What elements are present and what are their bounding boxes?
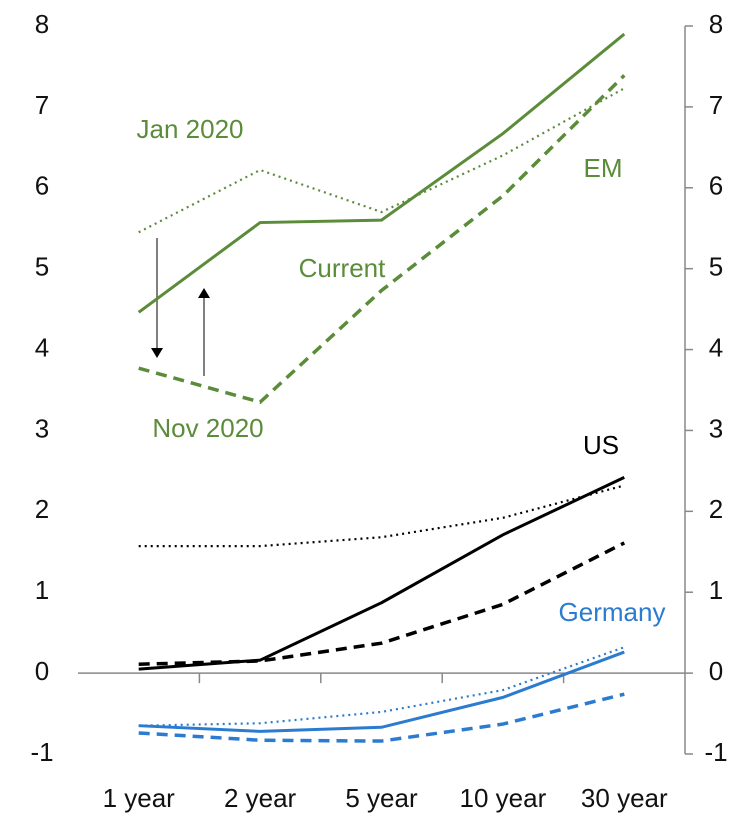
group-label: Germany	[559, 597, 666, 627]
line-solid	[138, 650, 625, 733]
line-dashed	[138, 74, 626, 405]
y2-tick-label: 4	[709, 332, 723, 362]
y2-tick-label: 2	[709, 494, 723, 524]
y2-tick-label: 5	[709, 252, 723, 282]
y-tick-label: 1	[35, 575, 49, 605]
line-dotted	[138, 87, 625, 234]
line-solid	[137, 32, 626, 314]
arrows	[151, 238, 210, 376]
group-label: EM	[584, 153, 623, 183]
y-tick-label: -1	[30, 737, 53, 767]
y2-tick-label: 1	[709, 575, 723, 605]
y-tick-label: 5	[35, 252, 49, 282]
group-label: US	[583, 430, 619, 460]
y-tick-label: 2	[35, 494, 49, 524]
y2-tick-label: 3	[709, 413, 723, 443]
y2-tick-label: 7	[709, 90, 723, 120]
x-tick-label: 5 year	[345, 783, 418, 813]
y2-tick-label: 6	[709, 171, 723, 201]
annotation: Current	[299, 253, 386, 283]
x-tick-label: 1 year	[103, 783, 176, 813]
y-tick-label: 7	[35, 90, 49, 120]
y-tick-label: 6	[35, 171, 49, 201]
annotation: Nov 2020	[152, 413, 263, 443]
line-dotted	[138, 484, 625, 548]
x-tick-label: 10 year	[460, 783, 547, 813]
annotation: Jan 2020	[137, 114, 244, 144]
line-dotted	[138, 646, 625, 727]
line-dashed	[138, 541, 626, 666]
line-solid	[138, 476, 625, 671]
x-tick-label: 2 year	[224, 783, 297, 813]
x-tick-label: 30 year	[581, 783, 668, 813]
y2-tick-label: -1	[704, 737, 727, 767]
y-tick-label: 3	[35, 413, 49, 443]
arrow-head	[151, 348, 163, 358]
y-tick-label: 0	[35, 656, 49, 686]
y-tick-label: 8	[35, 9, 49, 39]
y2-tick-label: 0	[709, 656, 723, 686]
y-tick-label: 4	[35, 332, 49, 362]
y2-tick-label: 8	[709, 9, 723, 39]
line-dashed	[138, 692, 625, 743]
arrow-head	[198, 288, 210, 298]
